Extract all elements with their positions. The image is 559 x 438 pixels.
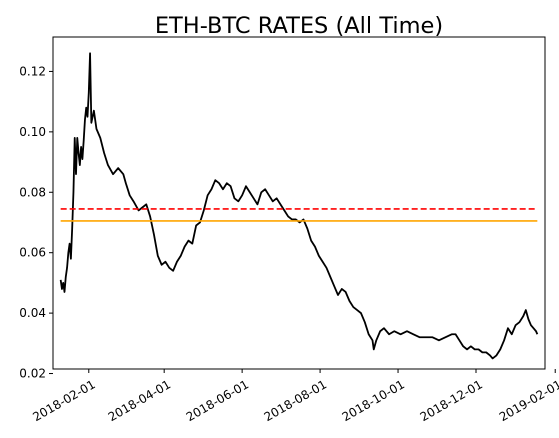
x-axis: 2018-02-01 2018-04-01 2018-06-01 2018-08-01… (30, 369, 559, 424)
y-tick-label-1: 0.04 (19, 306, 46, 320)
series-line-0 (59, 52, 539, 360)
x-tick-label-6: 2019-02-01 (497, 377, 559, 424)
x-tick-label-4: 2018-10-01 (340, 377, 407, 424)
y-tick-label-5: 0.12 (19, 64, 46, 78)
plot-lines (59, 52, 539, 360)
x-tick-label-0: 2018-02-01 (30, 377, 97, 424)
y-tick-label-2: 0.06 (19, 246, 46, 260)
x-tick-label-3: 2018-08-01 (262, 377, 329, 424)
y-tick-label-3: 0.08 (19, 185, 46, 199)
x-tick-label-5: 2018-12-01 (418, 377, 485, 424)
plot-frame (52, 36, 546, 370)
chart-title: ETH-BTC RATES (All Time) (155, 13, 443, 39)
x-tick-label-1: 2018-04-01 (106, 377, 173, 424)
x-tick-label-2: 2018-06-01 (184, 377, 251, 424)
y-tick-label-4: 0.10 (19, 125, 46, 139)
y-tick-label-0: 0.02 (19, 367, 46, 381)
y-axis: 0.02 0.04 0.06 0.08 0.10 0.12 (19, 64, 53, 381)
